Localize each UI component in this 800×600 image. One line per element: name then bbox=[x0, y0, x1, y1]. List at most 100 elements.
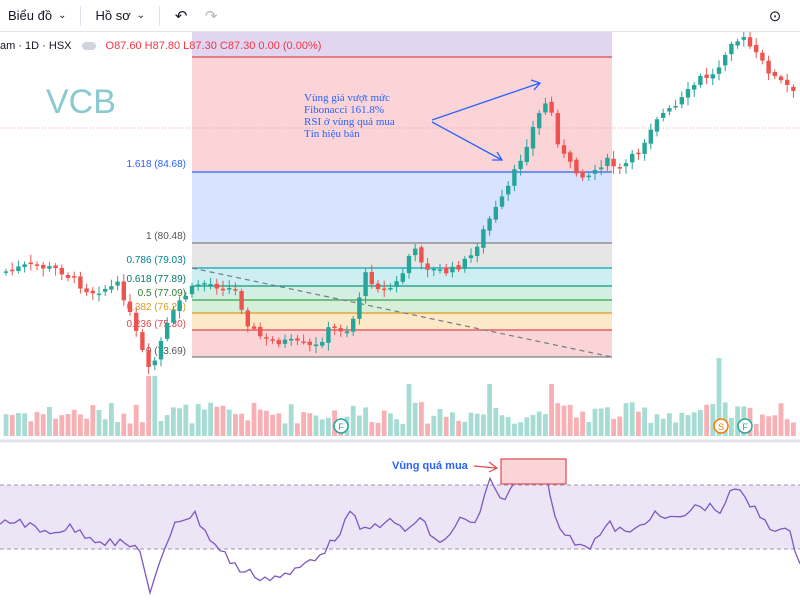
volume-bar bbox=[524, 417, 530, 436]
fib-label-1618: 1.618 (84.68) bbox=[127, 159, 187, 170]
candle-body bbox=[487, 218, 492, 231]
volume-bar bbox=[59, 415, 65, 436]
candle-body bbox=[611, 158, 616, 167]
candle-body bbox=[679, 97, 684, 105]
fib-zone-0618 bbox=[192, 286, 612, 300]
volume-bar bbox=[28, 421, 34, 436]
fib-label-0618: 0.618 (77.89) bbox=[127, 274, 187, 285]
fib-label-0236: 0.236 (75.30) bbox=[127, 319, 187, 330]
volume-bar bbox=[598, 408, 604, 436]
split-marker[interactable] bbox=[713, 418, 729, 434]
volume-bar bbox=[208, 402, 213, 436]
candle-body bbox=[127, 301, 133, 313]
candle-body bbox=[654, 119, 660, 132]
chevron-down-icon: ⌄ bbox=[136, 10, 146, 21]
candle-body bbox=[785, 79, 790, 85]
volume-bar bbox=[239, 413, 244, 436]
volume-bar bbox=[505, 416, 511, 436]
volume-bar bbox=[109, 402, 114, 436]
candle-body bbox=[772, 72, 777, 77]
volume-bar bbox=[586, 421, 592, 436]
chart-menu-button[interactable]: Biểu đồ ⌄ bbox=[0, 4, 74, 28]
dividend-marker[interactable] bbox=[737, 418, 753, 434]
candle-body bbox=[636, 152, 641, 155]
volume-bar bbox=[679, 412, 685, 436]
volume-bar bbox=[214, 406, 220, 436]
camera-icon[interactable]: ⊙ bbox=[768, 8, 782, 25]
symbol-legend[interactable]: am · 1D · HSX O87.60 H87.80 L87.30 C87.3… bbox=[0, 38, 321, 54]
rsi-line bbox=[0, 465, 800, 596]
volume-bar bbox=[102, 419, 108, 436]
volume-bar bbox=[735, 406, 740, 436]
candle-body bbox=[524, 146, 529, 163]
volume-bar bbox=[487, 384, 492, 436]
fib-label-0: 0 (73.69) bbox=[146, 346, 186, 357]
volume-bar bbox=[257, 409, 263, 436]
candle-body bbox=[134, 312, 139, 331]
volume-bar bbox=[592, 408, 598, 436]
volume-bar bbox=[685, 415, 691, 436]
volume-bar bbox=[245, 420, 251, 436]
fib-zone-0382 bbox=[192, 313, 612, 330]
price-chart[interactable]: 1.618 (84.68) 1 (80.48) 0.786 (79.03) 0.… bbox=[0, 32, 800, 600]
candle-body bbox=[165, 322, 170, 339]
volume-bar bbox=[437, 409, 443, 436]
candle-body bbox=[301, 341, 306, 344]
candle-body bbox=[332, 326, 337, 328]
volume-bar bbox=[288, 404, 294, 436]
candle-body bbox=[605, 157, 610, 166]
overbought-highlight-box[interactable] bbox=[500, 458, 567, 485]
candle-body bbox=[543, 103, 548, 113]
candle-body bbox=[276, 340, 281, 345]
candle-body bbox=[617, 167, 622, 169]
candle-body bbox=[586, 175, 591, 178]
candle-body bbox=[444, 267, 449, 274]
candle-body bbox=[431, 268, 436, 271]
candle-body bbox=[245, 310, 250, 327]
candle-body bbox=[462, 258, 467, 269]
candle-body bbox=[723, 55, 728, 66]
candle-body bbox=[580, 171, 585, 178]
candle-body bbox=[574, 159, 579, 174]
redo-icon[interactable]: ↷ bbox=[204, 7, 218, 25]
rsi-pane[interactable]: Vùng quá mua bbox=[0, 458, 800, 596]
candle-body bbox=[152, 360, 157, 366]
fibonacci-retracement[interactable] bbox=[191, 32, 613, 358]
candle-body bbox=[121, 281, 126, 301]
volume-bar bbox=[202, 409, 207, 436]
volume-bar bbox=[722, 402, 728, 436]
candle-body bbox=[158, 340, 164, 360]
volume-bar bbox=[369, 422, 375, 436]
annotation-arrows[interactable] bbox=[431, 79, 542, 161]
arrow-head bbox=[488, 461, 499, 473]
marker-label: F bbox=[742, 422, 748, 432]
candle-body bbox=[375, 283, 381, 290]
fib-labels: 1.618 (84.68) 1 (80.48) 0.786 (79.03) 0.… bbox=[127, 159, 187, 357]
candle-body bbox=[673, 105, 678, 108]
candle-body bbox=[177, 300, 182, 312]
volume-bar bbox=[642, 407, 647, 436]
volume-bar bbox=[636, 411, 641, 436]
candle-body bbox=[289, 338, 294, 341]
candle-body bbox=[227, 288, 232, 290]
profile-menu-button[interactable]: Hồ sơ ⌄ bbox=[87, 4, 153, 28]
volume-bar bbox=[766, 416, 771, 436]
volume-bar bbox=[704, 404, 709, 436]
candle-body bbox=[729, 43, 734, 55]
volume-bar bbox=[65, 414, 71, 436]
candle-body bbox=[406, 255, 412, 274]
candle-body bbox=[642, 142, 647, 154]
undo-icon[interactable]: ↶ bbox=[174, 7, 188, 25]
volume-bar bbox=[307, 413, 313, 436]
fib-zone-1618 bbox=[192, 172, 612, 243]
volume-bar bbox=[251, 402, 257, 436]
candle-body bbox=[41, 264, 46, 269]
volume-bar bbox=[152, 376, 158, 436]
candle-body bbox=[561, 145, 567, 154]
annotation-text[interactable]: Vùng giá vượt mức Fibonacci 161.8% RSI ở… bbox=[304, 92, 395, 140]
volume-bar bbox=[710, 404, 716, 436]
visibility-toggle-icon[interactable] bbox=[81, 42, 96, 50]
candle-body bbox=[47, 266, 52, 269]
dividend-marker[interactable] bbox=[333, 418, 349, 434]
candle-body bbox=[251, 326, 257, 329]
